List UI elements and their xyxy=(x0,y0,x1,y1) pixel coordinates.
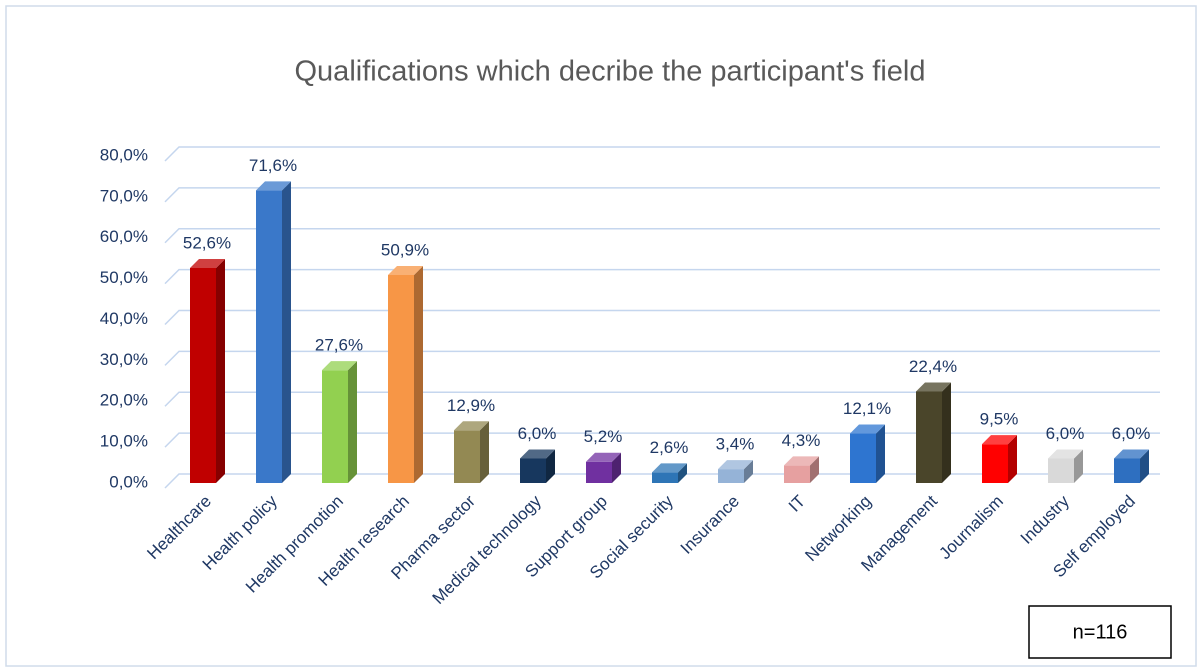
data-label: 6,0% xyxy=(1046,424,1085,443)
data-label: 27,6% xyxy=(315,336,363,355)
grid-line xyxy=(164,187,1160,203)
bar xyxy=(916,391,942,483)
bar-top xyxy=(586,452,621,462)
y-tick-label: 50,0% xyxy=(100,268,148,287)
bar-top xyxy=(322,361,357,371)
data-label: 52,6% xyxy=(183,233,231,252)
data-label: 6,0% xyxy=(1112,424,1151,443)
data-label: 22,4% xyxy=(909,357,957,376)
grid-line xyxy=(164,268,1160,285)
bar-side xyxy=(282,181,291,483)
grid-line xyxy=(164,391,1160,407)
bar-top xyxy=(388,265,423,275)
bar-top xyxy=(190,258,225,268)
bar-top xyxy=(520,449,555,459)
bar-side xyxy=(216,258,225,483)
bar xyxy=(586,461,612,483)
bar-top xyxy=(718,460,753,470)
y-tick-label: 30,0% xyxy=(100,350,148,369)
y-tick-label: 70,0% xyxy=(100,186,148,205)
y-tick-label: 0,0% xyxy=(109,472,148,491)
bar-top xyxy=(850,424,885,434)
data-label: 12,9% xyxy=(447,396,495,415)
bar-top xyxy=(1048,449,1083,459)
data-label: 50,9% xyxy=(381,240,429,259)
bar xyxy=(982,444,1008,483)
chart-title: Qualifications which decribe the partici… xyxy=(295,56,926,88)
bar-side xyxy=(546,449,555,483)
data-label: 12,1% xyxy=(843,399,891,418)
bar-side xyxy=(480,421,489,483)
bar-side xyxy=(744,460,753,483)
bar-side xyxy=(414,265,423,483)
annotation-box xyxy=(1028,605,1172,659)
bar-top xyxy=(1114,449,1149,459)
y-tick-label: 10,0% xyxy=(100,432,148,451)
bar xyxy=(520,458,546,483)
bar-side xyxy=(1074,449,1083,483)
bar-side xyxy=(1008,435,1017,483)
bar xyxy=(718,469,744,483)
bar xyxy=(322,370,348,483)
y-tick-label: 20,0% xyxy=(100,391,148,410)
bar xyxy=(1048,458,1074,483)
bar-side xyxy=(810,456,819,483)
bar xyxy=(454,430,480,483)
data-label: 5,2% xyxy=(584,427,623,446)
y-tick-label: 80,0% xyxy=(100,145,148,164)
grid-line xyxy=(164,473,1160,489)
annotation: n=116 xyxy=(1073,621,1128,643)
y-tick-label: 40,0% xyxy=(100,309,148,328)
bar-side xyxy=(876,424,885,483)
bar-top xyxy=(784,456,819,466)
bar-side xyxy=(678,463,687,483)
bar-side xyxy=(612,452,621,483)
grid-line xyxy=(164,309,1160,326)
bar-side xyxy=(348,361,357,483)
bar-top xyxy=(454,421,489,431)
bar xyxy=(190,267,216,483)
bar xyxy=(1114,458,1140,483)
grid-line xyxy=(164,350,1160,366)
data-label: 2,6% xyxy=(650,438,689,457)
bar xyxy=(784,465,810,483)
bar xyxy=(256,190,282,483)
bar-top xyxy=(982,435,1017,445)
bar-top xyxy=(652,463,687,473)
grid-line xyxy=(164,432,1160,448)
bar xyxy=(652,472,678,483)
data-label: 4,3% xyxy=(782,431,821,450)
data-label: 3,4% xyxy=(716,435,755,454)
bar-top xyxy=(916,382,951,392)
bar xyxy=(388,274,414,483)
y-tick-label: 60,0% xyxy=(100,227,148,246)
grid-line xyxy=(164,228,1160,244)
data-label: 9,5% xyxy=(980,410,1019,429)
data-label: 6,0% xyxy=(518,424,557,443)
grid-line xyxy=(164,146,1160,162)
bar xyxy=(850,433,876,483)
bar-top xyxy=(256,181,291,191)
data-label: 71,6% xyxy=(249,156,297,175)
bar-side xyxy=(1140,449,1149,483)
bar-side xyxy=(942,382,951,483)
